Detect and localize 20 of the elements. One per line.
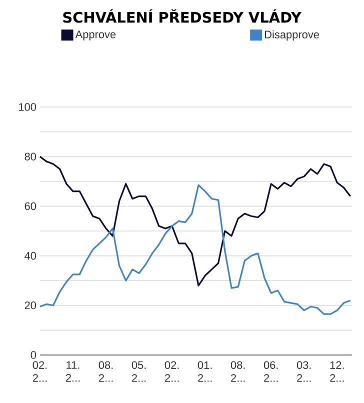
x-tick-label: 05. 2... — [132, 361, 146, 382]
x-tick-label: 02. 2... — [32, 361, 47, 382]
x-tick-label: 06. 2... — [264, 361, 278, 382]
y-tick-label: 80 — [24, 152, 36, 160]
y-tick-label: 0 — [30, 351, 36, 359]
x-tick-label: 12. 2... — [330, 361, 344, 382]
y-tick-label: 40 — [24, 252, 36, 260]
y-tick-label: 20 — [24, 302, 36, 310]
y-tick-label: 60 — [24, 202, 36, 210]
x-tick-label: 02. 2... — [164, 361, 179, 382]
x-tick-label: 08. 2... — [98, 361, 113, 382]
x-tick-label: 11. 2... — [66, 361, 80, 382]
x-tick-label: 08. 2... — [230, 361, 245, 382]
legend-label: Approve — [75, 30, 116, 40]
x-tick-label: 01. 2... — [198, 361, 212, 382]
y-tick-label: 100 — [19, 103, 36, 111]
line-series — [39, 156, 352, 286]
legend-label: Disapprove — [264, 30, 320, 41]
chart-title: SCHVÁLENÍ PŘEDSEDY VLÁDY — [63, 9, 302, 23]
x-tick-label: 03. 2... — [296, 361, 311, 382]
